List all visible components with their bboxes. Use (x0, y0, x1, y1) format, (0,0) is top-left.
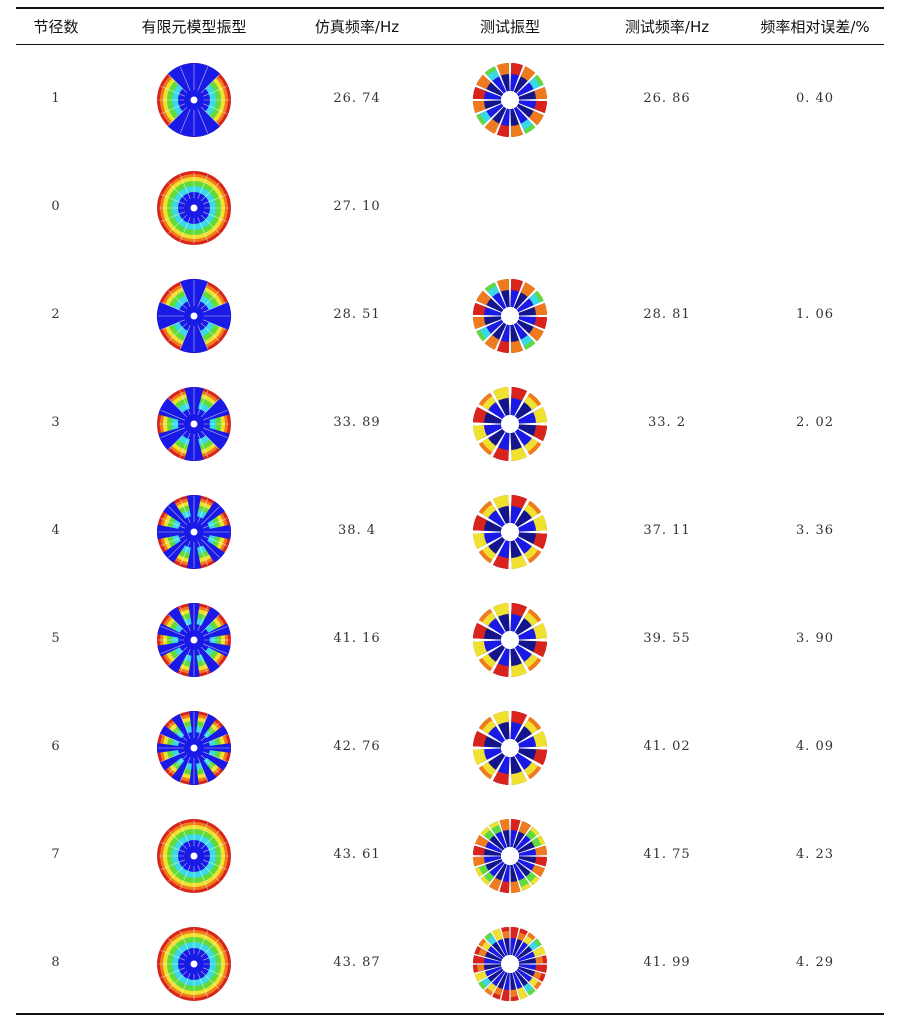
test-frequency-cell: 28. 81 (643, 306, 691, 322)
relative-error-cell: 4. 29 (795, 954, 835, 970)
nodal-diameter-cell: 5 (51, 630, 61, 646)
nodal-diameter-cell: 0 (51, 198, 61, 214)
header-nodal-diameter: 节径数 (33, 17, 79, 36)
header-sim-frequency: 仿真频率/Hz (314, 17, 400, 36)
table-bottom-rule (16, 1013, 884, 1015)
relative-error-cell: 4. 23 (795, 846, 835, 862)
test-mode-image (472, 602, 548, 678)
fem-mode-image (156, 386, 232, 462)
fem-mode-shape-graphic (157, 279, 231, 353)
test-mode-image (472, 494, 548, 570)
relative-error-cell: 3. 90 (795, 630, 835, 646)
table-header-rule (16, 44, 884, 45)
test-mode-image (472, 278, 548, 354)
test-mode-image (472, 818, 548, 894)
test-mode-shape-graphic (473, 819, 547, 893)
test-mode-shape-graphic (473, 495, 547, 569)
fem-mode-shape-graphic (157, 63, 231, 137)
relative-error-cell: 2. 02 (795, 414, 835, 430)
test-mode-shape-graphic (473, 63, 547, 137)
test-mode-shape-graphic (473, 711, 547, 785)
fem-mode-image (156, 278, 232, 354)
sim-frequency-cell: 41. 16 (333, 630, 381, 646)
test-mode-image (472, 386, 548, 462)
fem-mode-shape-graphic (157, 603, 231, 677)
header-relative-error: 频率相对误差/% (760, 17, 870, 36)
fem-mode-image (156, 818, 232, 894)
relative-error-cell: 3. 36 (795, 522, 835, 538)
test-mode-image (472, 62, 548, 138)
fem-mode-shape-graphic (157, 819, 231, 893)
test-frequency-cell: 33. 2 (647, 414, 687, 430)
sim-frequency-cell: 26. 74 (333, 90, 381, 106)
table-row: 6 42. 76 41. 02 4. 09 (0, 692, 898, 800)
test-frequency-cell: 37. 11 (643, 522, 691, 538)
fem-mode-shape-graphic (157, 387, 231, 461)
nodal-diameter-cell: 6 (51, 738, 61, 754)
sim-frequency-cell: 27. 10 (333, 198, 381, 214)
test-mode-shape-graphic (473, 279, 547, 353)
nodal-diameter-cell: 3 (51, 414, 61, 430)
test-mode-image (472, 710, 548, 786)
header-test-mode-shape: 测试振型 (479, 17, 540, 36)
test-frequency-cell: 41. 99 (643, 954, 691, 970)
relative-error-cell: 0. 40 (795, 90, 835, 106)
relative-error-cell: 4. 09 (795, 738, 835, 754)
header-fem-mode-shape: 有限元模型振型 (141, 17, 247, 36)
test-mode-shape-graphic (473, 387, 547, 461)
fem-mode-image (156, 62, 232, 138)
fem-mode-image (156, 926, 232, 1002)
sim-frequency-cell: 43. 87 (333, 954, 381, 970)
nodal-diameter-cell: 7 (51, 846, 61, 862)
header-test-frequency: 测试频率/Hz (624, 17, 710, 36)
fem-mode-image (156, 710, 232, 786)
fem-mode-shape-graphic (157, 171, 231, 245)
nodal-diameter-cell: 4 (51, 522, 61, 538)
table-row: 2 28. 51 28. 81 1. 06 (0, 260, 898, 368)
test-frequency-cell: 41. 02 (643, 738, 691, 754)
table-row: 1 26. 74 26. 86 0. 40 (0, 44, 898, 152)
fem-mode-shape-graphic (157, 927, 231, 1001)
nodal-diameter-cell: 1 (51, 90, 61, 106)
test-frequency-cell: 41. 75 (643, 846, 691, 862)
fem-mode-image (156, 602, 232, 678)
sim-frequency-cell: 38. 4 (337, 522, 377, 538)
fem-mode-shape-graphic (157, 495, 231, 569)
fem-mode-image (156, 494, 232, 570)
test-frequency-cell (592, 152, 742, 260)
table-row: 5 41. 16 39. 55 3. 90 (0, 584, 898, 692)
test-mode-image (472, 926, 548, 1002)
relative-error-cell: 1. 06 (795, 306, 835, 322)
table-row: 3 33. 89 33. 2 2. 02 (0, 368, 898, 476)
sim-frequency-cell: 42. 76 (333, 738, 381, 754)
sim-frequency-cell: 28. 51 (333, 306, 381, 322)
sim-frequency-cell: 43. 61 (333, 846, 381, 862)
test-frequency-cell: 26. 86 (643, 90, 691, 106)
sim-frequency-cell: 33. 89 (333, 414, 381, 430)
test-mode-shape-graphic (473, 927, 547, 1001)
nodal-diameter-cell: 2 (51, 306, 61, 322)
table-top-rule (16, 7, 884, 9)
test-mode-shape-graphic (473, 603, 547, 677)
relative-error-cell (742, 152, 888, 260)
table-row: 4 38. 4 37. 11 3. 36 (0, 476, 898, 584)
table-row: 0 27. 10 (0, 152, 898, 260)
table-row: 7 43. 61 41. 75 4. 23 (0, 800, 898, 908)
test-frequency-cell: 39. 55 (643, 630, 691, 646)
table-row: 8 43. 87 41. 99 4. 29 (0, 908, 898, 1016)
fem-mode-shape-graphic (157, 711, 231, 785)
fem-mode-image (156, 170, 232, 246)
nodal-diameter-cell: 8 (51, 954, 61, 970)
